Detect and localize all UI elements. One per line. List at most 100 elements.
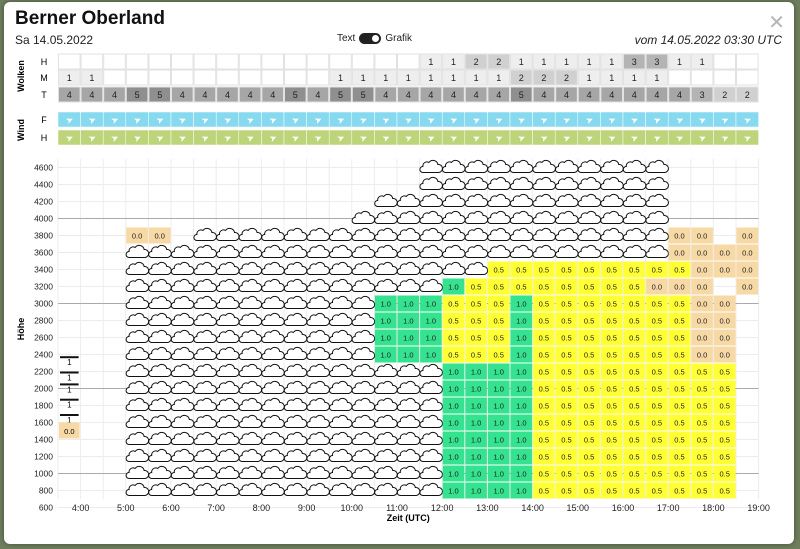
thermal-cell [736, 227, 759, 244]
thermal-value: 1.0 [471, 453, 481, 462]
thermal-value: 0.5 [652, 317, 662, 326]
thermal-cell [578, 465, 600, 482]
thermal-cell [465, 278, 487, 295]
thermal-cell [646, 431, 668, 448]
cloud-icon [577, 210, 602, 224]
thermal-value: 0.5 [629, 385, 639, 394]
wind-arrow-icon: ➤ [539, 114, 550, 126]
cloud-cell [510, 69, 533, 86]
cloud-value: 2 [541, 73, 546, 83]
thermal-value: 0.5 [584, 283, 594, 292]
thermal-cell [578, 346, 600, 363]
thermal-value: 0.5 [629, 436, 639, 445]
toggle-knob [372, 35, 380, 42]
x-tick-label: 9:00 [298, 503, 316, 513]
thermal-value: 0.5 [584, 368, 594, 377]
thermal-cell [533, 278, 555, 295]
x-tick-label: 13:00 [476, 503, 499, 513]
page-title: Berner Oberland [15, 8, 165, 29]
y-tick-label: 4400 [34, 180, 53, 190]
cloud-icon [238, 244, 263, 258]
y-tick-label: 2600 [34, 333, 53, 343]
thermal-value: 0.5 [629, 300, 639, 309]
wind-arrow-icon: ➤ [584, 132, 595, 144]
thermal-value: 0.5 [584, 351, 594, 360]
wind-arrow-icon: ➤ [697, 114, 708, 126]
thermal-cell [668, 329, 691, 346]
thermal-cell [126, 227, 148, 244]
cloud-value: 1 [428, 57, 433, 67]
cloud-icon [306, 346, 330, 360]
thermal-cell [465, 431, 487, 448]
cloud-icon [216, 346, 240, 360]
cloud-icon [532, 210, 556, 224]
cloud-cell [668, 86, 691, 103]
wind-cell [735, 111, 759, 128]
cloud-icon [532, 244, 556, 258]
cloud-icon [442, 210, 466, 224]
thermal-value: 0.0 [742, 283, 752, 292]
cloud-cell [464, 86, 488, 103]
cloud-icon [600, 193, 624, 207]
x-tick-label: 12:00 [431, 503, 454, 513]
thermal-cell [442, 312, 465, 329]
thermal-value: 1.0 [493, 453, 503, 462]
cloud-icon [509, 227, 534, 241]
wind-arrow-icon: ➤ [222, 114, 233, 126]
cloud-icon [329, 312, 353, 326]
wind-arrow-icon: ➤ [290, 114, 301, 126]
thermal-cell [646, 329, 668, 346]
cloud-cell [419, 69, 443, 86]
thermal-value: 0.5 [561, 487, 571, 496]
cloud-icon [622, 244, 647, 258]
thermal-value: 0.5 [606, 436, 616, 445]
toggle-graphic-label[interactable]: Grafik [385, 33, 413, 44]
thermal-cell [623, 312, 646, 329]
cloud-value: 5 [519, 90, 524, 100]
cloud-layer-value: 1 [67, 416, 72, 425]
x-tick-label: 18:00 [702, 503, 725, 513]
cloud-icon [329, 414, 353, 428]
cloud-icon [374, 227, 398, 241]
cloud-icon [487, 193, 511, 207]
thermal-value: 0.5 [606, 453, 616, 462]
thermal-cell [646, 465, 668, 482]
thermal-value: 0.5 [697, 470, 707, 479]
thermal-cell [555, 397, 578, 414]
wind-arrow-icon: ➤ [335, 114, 346, 126]
cloud-icon [306, 295, 330, 309]
toggle-text-label[interactable]: Text [337, 33, 356, 44]
cloud-icon [238, 295, 263, 309]
thermal-value: 0.5 [719, 368, 729, 377]
cloud-icon [306, 244, 330, 258]
cloud-icon [170, 363, 195, 377]
cloud-icon [577, 244, 602, 258]
thermal-value: 0.5 [652, 266, 662, 275]
cloud-icon [555, 244, 579, 258]
cloud-icon [261, 380, 285, 394]
cloud-icon [555, 193, 579, 207]
cloud-cell [125, 69, 149, 86]
cloud-value: 4 [180, 90, 185, 100]
thermal-value: 0.5 [674, 300, 684, 309]
cloud-cell [668, 53, 691, 70]
cloud-icon [374, 193, 398, 207]
thermal-value: 0.5 [674, 317, 684, 326]
thermal-cell [487, 414, 510, 431]
thermal-value: 0.5 [674, 436, 684, 445]
cloud-row-label-H: H [41, 57, 48, 67]
thermal-value: 0.5 [629, 368, 639, 377]
cloud-row-label-M: M [40, 73, 48, 83]
wind-section-label: Wind [16, 119, 26, 141]
wind-arrow-icon: ➤ [471, 114, 482, 126]
forecast-date: Sa 14.05.2022 [15, 33, 94, 47]
wind-arrow-icon: ➤ [720, 114, 731, 126]
thermal-cell [646, 448, 668, 465]
cloud-icon [306, 431, 330, 445]
cloud-icon [329, 482, 353, 496]
thermal-value: 0.5 [584, 317, 594, 326]
close-icon[interactable]: ✕ [768, 12, 785, 34]
cloud-value: 4 [541, 90, 546, 100]
view-toggle-switch[interactable] [359, 33, 382, 44]
cloud-cell [397, 53, 420, 70]
